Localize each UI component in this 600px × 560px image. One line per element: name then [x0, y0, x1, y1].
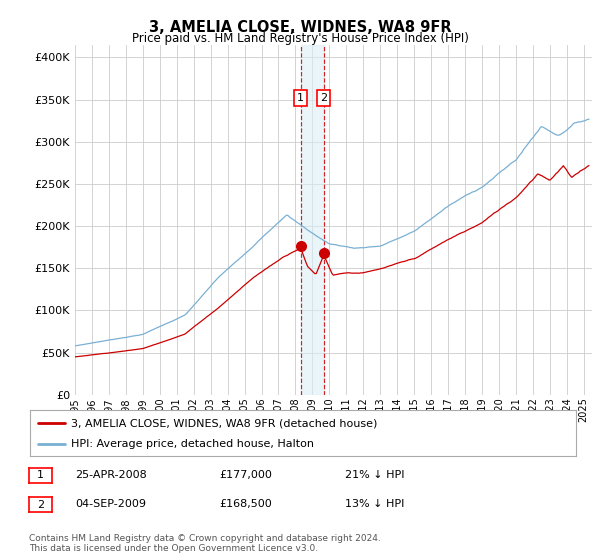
Text: 04-SEP-2009: 04-SEP-2009	[75, 499, 146, 509]
Text: 3, AMELIA CLOSE, WIDNES, WA8 9FR: 3, AMELIA CLOSE, WIDNES, WA8 9FR	[149, 20, 451, 35]
Text: 2: 2	[37, 500, 44, 510]
Text: Contains HM Land Registry data © Crown copyright and database right 2024.
This d: Contains HM Land Registry data © Crown c…	[29, 534, 380, 553]
Bar	[301, 45, 324, 395]
Text: £177,000: £177,000	[219, 470, 272, 480]
Text: Price paid vs. HM Land Registry's House Price Index (HPI): Price paid vs. HM Land Registry's House …	[131, 32, 469, 45]
Text: 25-APR-2008: 25-APR-2008	[75, 470, 147, 480]
Text: 2: 2	[320, 93, 328, 103]
Text: 3, AMELIA CLOSE, WIDNES, WA8 9FR (detached house): 3, AMELIA CLOSE, WIDNES, WA8 9FR (detach…	[71, 418, 377, 428]
Text: 1: 1	[297, 93, 304, 103]
Text: £168,500: £168,500	[219, 499, 272, 509]
Text: 13% ↓ HPI: 13% ↓ HPI	[345, 499, 404, 509]
Text: HPI: Average price, detached house, Halton: HPI: Average price, detached house, Halt…	[71, 440, 314, 450]
Text: 21% ↓ HPI: 21% ↓ HPI	[345, 470, 404, 480]
Text: 1: 1	[37, 470, 44, 480]
